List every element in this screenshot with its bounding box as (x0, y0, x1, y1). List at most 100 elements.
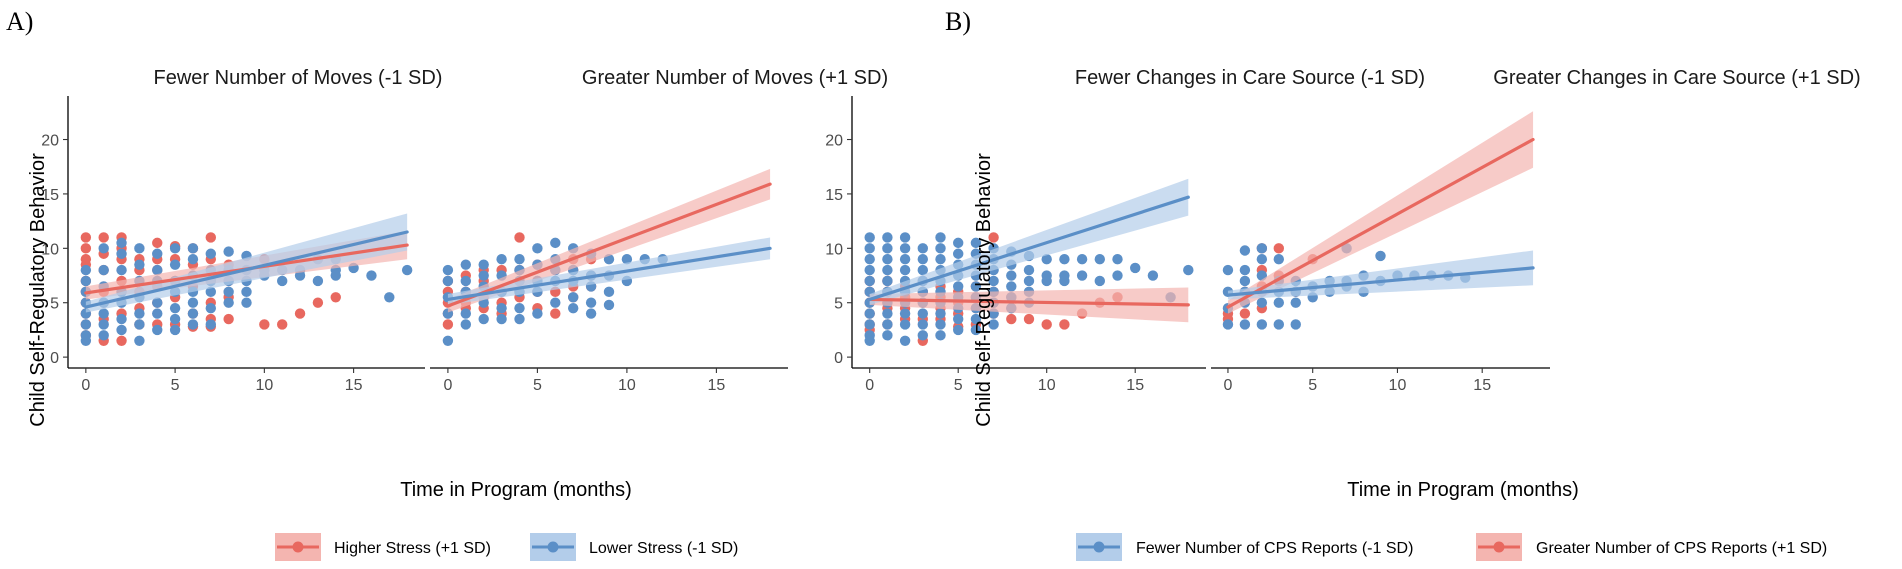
data-point (864, 319, 875, 330)
data-point (98, 330, 109, 341)
confidence-band (869, 287, 1189, 323)
data-point (568, 292, 579, 303)
data-point (169, 243, 181, 254)
data-point (917, 308, 928, 319)
data-point (187, 319, 199, 330)
data-point (1147, 270, 1159, 281)
data-point (935, 308, 946, 319)
data-point (935, 330, 946, 341)
plot-area-b1 (864, 178, 1194, 346)
data-point (1059, 319, 1070, 330)
data-point (864, 254, 875, 265)
data-point (1256, 319, 1268, 330)
data-point (1112, 254, 1123, 265)
data-point (550, 297, 561, 308)
data-point (442, 319, 454, 330)
data-point (864, 335, 875, 346)
data-point (223, 246, 234, 257)
data-point (935, 243, 946, 254)
data-point (864, 243, 875, 254)
fit-line (446, 246, 772, 302)
data-point (460, 259, 471, 270)
x-tick-label: 5 (954, 377, 963, 394)
data-point (899, 319, 911, 330)
legend-a: Higher Stress (+1 SD) Lower Stress (-1 S… (275, 533, 738, 561)
data-point (568, 302, 579, 314)
data-point (1112, 270, 1123, 281)
facet-title-a1: Fewer Number of Moves (-1 SD) (154, 67, 443, 89)
data-point (80, 232, 92, 243)
data-point (1041, 275, 1052, 287)
x-tick-label: 0 (81, 377, 90, 394)
data-point (1375, 250, 1386, 262)
data-point (1130, 262, 1141, 274)
data-point (98, 243, 109, 254)
data-point (899, 254, 911, 265)
data-point (917, 330, 928, 341)
legend-label-b-red: Greater Number of CPS Reports (+1 SD) (1536, 540, 1827, 557)
data-point (401, 264, 413, 276)
fit-line (868, 195, 1190, 302)
data-point (277, 275, 288, 287)
data-point (152, 308, 163, 319)
data-point (988, 319, 999, 330)
x-tick-label: 0 (865, 377, 874, 394)
data-point (532, 243, 543, 254)
legend-dot-a-blue (547, 541, 559, 553)
data-point (205, 286, 216, 298)
data-point (205, 232, 216, 243)
data-point (935, 232, 946, 243)
data-point (970, 237, 982, 249)
data-point (1290, 319, 1301, 330)
data-point (116, 248, 127, 259)
data-point (1059, 275, 1070, 287)
data-point (80, 319, 92, 330)
data-point (496, 254, 507, 265)
data-point (98, 308, 109, 319)
data-point (152, 237, 163, 249)
data-point (899, 308, 911, 319)
data-point (80, 335, 92, 346)
data-point (1023, 275, 1035, 287)
data-point (98, 232, 109, 243)
y-tick-label: 5 (50, 296, 59, 313)
data-point (277, 319, 288, 330)
data-point (882, 319, 893, 330)
x-axis-title-b: Time in Program (months) (1347, 479, 1579, 501)
data-point (169, 313, 181, 325)
data-point (205, 319, 216, 330)
data-point (442, 264, 454, 276)
data-point (134, 335, 145, 346)
fit-line (446, 182, 772, 308)
legend-label-a-red: Higher Stress (+1 SD) (334, 540, 491, 557)
data-point (621, 254, 633, 265)
y-tick-label: 0 (834, 350, 843, 367)
data-point (116, 335, 127, 346)
data-point (478, 270, 489, 281)
fit-line (1226, 266, 1535, 297)
data-point (864, 275, 875, 287)
x-tick-label: 10 (1038, 377, 1056, 394)
fit-line (1226, 137, 1535, 309)
y-tick-label: 10 (41, 241, 59, 258)
legend-dot-b-red (1493, 541, 1505, 553)
y-tick-label: 20 (825, 133, 843, 150)
y-tick-label: 15 (825, 187, 843, 204)
data-point (496, 302, 507, 314)
y-tick-label: 5 (834, 296, 843, 313)
y-tick-label: 20 (41, 133, 59, 150)
data-point (259, 319, 270, 330)
data-point (134, 259, 145, 270)
data-point (899, 232, 911, 243)
data-point (152, 324, 163, 336)
data-point (187, 254, 199, 265)
y-tick-label: 15 (41, 187, 59, 204)
facet-title-b1: Fewer Changes in Care Source (-1 SD) (1075, 67, 1425, 89)
data-point (116, 264, 127, 276)
data-point (917, 319, 928, 330)
data-point (187, 308, 199, 319)
panel-label-a: A) (6, 7, 33, 36)
x-tick-label: 10 (618, 377, 636, 394)
data-point (1239, 264, 1251, 276)
x-tick-label: 10 (1389, 377, 1407, 394)
